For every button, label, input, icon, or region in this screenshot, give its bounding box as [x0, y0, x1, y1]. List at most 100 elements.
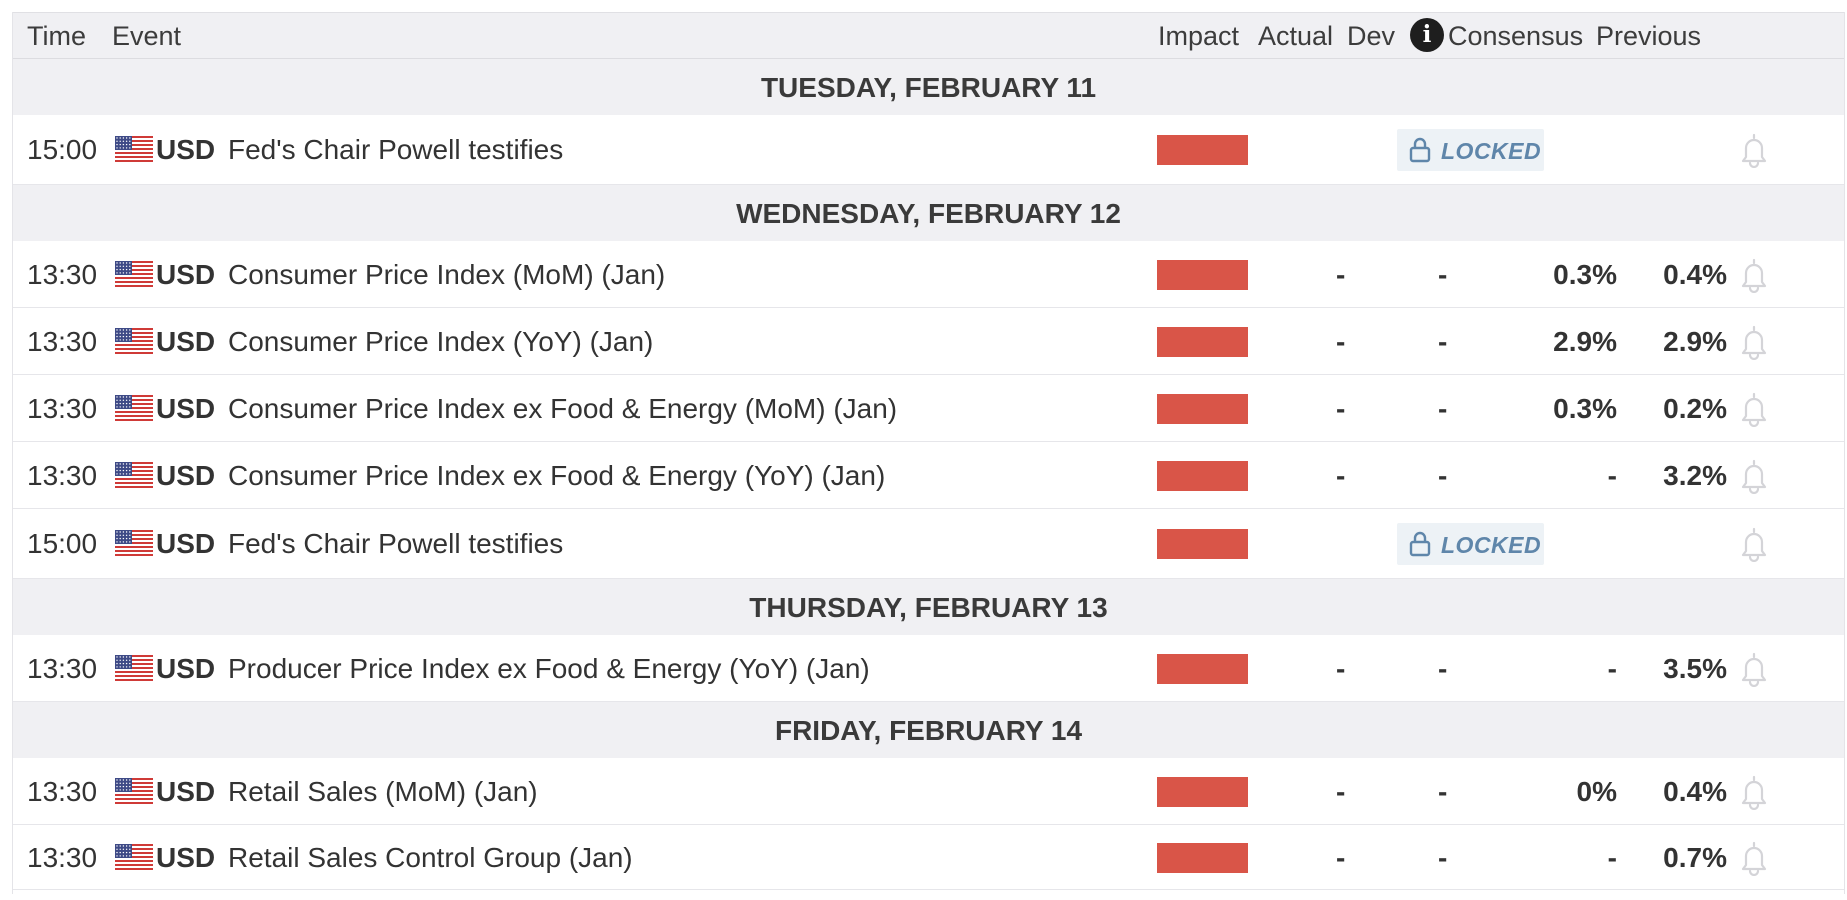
impact-high-bar — [1157, 777, 1248, 807]
us-flag-icon — [115, 655, 153, 683]
event-name[interactable]: Consumer Price Index (YoY) (Jan) — [228, 326, 654, 357]
dev-value: - — [1438, 776, 1448, 807]
actual-value: - — [1336, 842, 1346, 873]
event-currency: USD — [156, 776, 216, 807]
locked-label: LOCKED — [1441, 532, 1542, 558]
us-flag-icon — [115, 778, 153, 806]
event-currency: USD — [156, 326, 216, 357]
bell-icon[interactable] — [1737, 651, 1771, 688]
header-previous[interactable]: Previous — [1596, 21, 1702, 51]
bell-icon[interactable] — [1737, 526, 1771, 563]
event-currency: USD — [156, 528, 216, 559]
event-name[interactable]: Fed's Chair Powell testifies — [228, 528, 564, 559]
event-row[interactable]: 13:30 USD Consumer Price Index ex Food & E… — [13, 442, 1844, 509]
consensus-value: - — [1607, 653, 1617, 684]
event-time: 13:30 — [27, 776, 98, 807]
event-name[interactable]: Consumer Price Index (MoM) (Jan) — [228, 259, 666, 290]
bell-icon[interactable] — [1737, 391, 1771, 428]
event-time: 13:30 — [27, 326, 98, 357]
event-name[interactable]: Retail Sales Control Group (Jan) — [228, 842, 633, 873]
header-event[interactable]: Event — [112, 21, 182, 51]
economic-calendar: Time Event Impact Actual Dev i Consensus… — [12, 12, 1845, 894]
us-flag-icon — [115, 395, 153, 423]
event-currency: USD — [156, 653, 216, 684]
header-actual[interactable]: Actual — [1258, 21, 1334, 51]
event-name[interactable]: Producer Price Index ex Food & Energy (Y… — [228, 653, 870, 684]
day-header: FRIDAY, FEBRUARY 14 — [13, 702, 1844, 758]
impact-high-bar — [1157, 461, 1248, 491]
consensus-value: 0.3% — [1553, 393, 1617, 424]
header-dev[interactable]: Dev — [1347, 21, 1396, 51]
bell-icon[interactable] — [1737, 257, 1771, 294]
event-currency: USD — [156, 259, 216, 290]
event-row[interactable]: 13:30 USD Consumer Price Index ex Food & E… — [13, 375, 1844, 442]
day-label: WEDNESDAY, FEBRUARY 12 — [736, 198, 1121, 229]
bell-icon[interactable] — [1737, 132, 1771, 169]
event-time: 13:30 — [27, 259, 98, 290]
bell-icon[interactable] — [1737, 840, 1771, 877]
previous-value: 3.2% — [1663, 460, 1727, 491]
dev-value: - — [1438, 259, 1448, 290]
bell-icon[interactable] — [1737, 458, 1771, 495]
event-row[interactable]: 13:30 USD Consumer Price Index (YoY) (Jan)… — [13, 308, 1844, 375]
event-name[interactable]: Consumer Price Index ex Food & Energy (Y… — [228, 460, 886, 491]
day-label: TUESDAY, FEBRUARY 11 — [760, 72, 1097, 103]
day-header: WEDNESDAY, FEBRUARY 12 — [13, 185, 1844, 241]
event-row[interactable]: 15:00 USD Fed's Chair Powell testifies LOCK… — [13, 509, 1844, 579]
actual-value: - — [1336, 776, 1346, 807]
us-flag-icon — [115, 261, 153, 289]
bell-icon[interactable] — [1737, 774, 1771, 811]
actual-value: - — [1336, 460, 1346, 491]
event-row[interactable]: 13:30 USD Consumer Price Index (MoM) (Jan)… — [13, 241, 1844, 308]
dev-value: - — [1438, 326, 1448, 357]
us-flag-icon — [115, 136, 153, 164]
impact-high-bar — [1157, 843, 1248, 873]
event-name[interactable]: Fed's Chair Powell testifies — [228, 134, 564, 165]
consensus-value: 0% — [1576, 776, 1617, 807]
impact-high-bar — [1157, 135, 1248, 165]
actual-value: - — [1336, 326, 1346, 357]
lock-icon — [1409, 137, 1431, 163]
locked-badge[interactable]: LOCKED — [1397, 129, 1544, 171]
previous-value: 0.4% — [1663, 776, 1727, 807]
consensus-value: 2.9% — [1553, 326, 1617, 357]
event-row[interactable]: 13:30 USD Retail Sales Control Group (Jan)… — [13, 825, 1844, 890]
locked-badge[interactable]: LOCKED — [1397, 523, 1544, 565]
event-currency: USD — [156, 134, 216, 165]
actual-value: - — [1336, 653, 1346, 684]
event-row[interactable]: 13:30 USD Retail Sales (MoM) (Jan) - - 0% 0.4% — [13, 758, 1844, 825]
event-time: 15:00 — [27, 528, 98, 559]
impact-high-bar — [1157, 260, 1248, 290]
day-header: THURSDAY, FEBRUARY 13 — [13, 579, 1844, 635]
info-icon[interactable]: i — [1410, 18, 1444, 52]
previous-value: 0.7% — [1663, 842, 1727, 873]
header-consensus[interactable]: Consensus — [1448, 21, 1584, 51]
dev-value: - — [1438, 842, 1448, 873]
actual-value: - — [1336, 393, 1346, 424]
event-time: 13:30 — [27, 393, 98, 424]
event-row[interactable]: 15:00 USD Fed's Chair Powell testifies LOCK… — [13, 115, 1844, 185]
us-flag-icon — [115, 328, 153, 356]
consensus-value: - — [1607, 460, 1617, 491]
header-impact[interactable]: Impact — [1158, 21, 1240, 51]
us-flag-icon — [115, 462, 153, 490]
event-currency: USD — [156, 393, 216, 424]
event-row[interactable]: 13:30 USD Producer Price Index ex Food & E… — [13, 635, 1844, 702]
event-time: 13:30 — [27, 653, 98, 684]
event-name[interactable]: Consumer Price Index ex Food & Energy (M… — [228, 393, 898, 424]
us-flag-icon — [115, 844, 153, 872]
locked-label: LOCKED — [1441, 138, 1542, 164]
dev-value: - — [1438, 393, 1448, 424]
bell-icon[interactable] — [1737, 324, 1771, 361]
lock-icon — [1409, 531, 1431, 557]
header-time[interactable]: Time — [27, 21, 86, 51]
consensus-value: - — [1607, 842, 1617, 873]
day-label: FRIDAY, FEBRUARY 14 — [774, 715, 1083, 746]
event-name[interactable]: Retail Sales (MoM) (Jan) — [228, 776, 538, 807]
previous-value: 0.2% — [1663, 393, 1727, 424]
previous-value: 2.9% — [1663, 326, 1727, 357]
event-time: 15:00 — [27, 134, 98, 165]
previous-value: 0.4% — [1663, 259, 1727, 290]
event-currency: USD — [156, 460, 216, 491]
day-header: TUESDAY, FEBRUARY 11 — [13, 59, 1844, 115]
